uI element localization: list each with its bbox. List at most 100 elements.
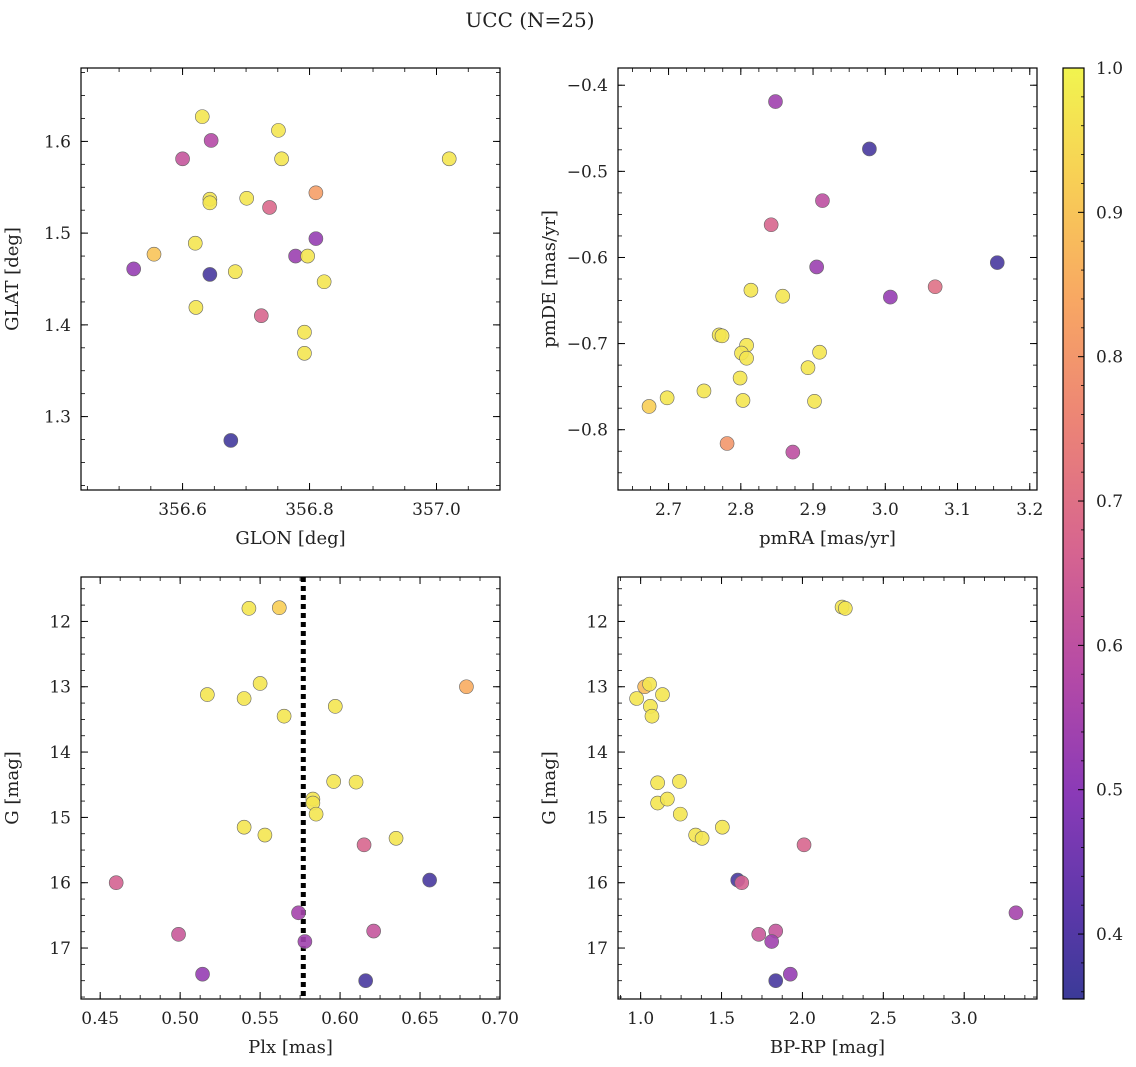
scatter-point [796, 837, 812, 853]
scatter-point [271, 123, 286, 138]
panel-2: 2.7 2.8 2.9 3.0 3.1 3.2 −0.4 −0.5 −0.6 −0.7 −0.8 pm… [539, 67, 1043, 549]
y-axis-label: G [mag] [539, 751, 560, 824]
scatter-point [276, 708, 292, 724]
scatter-point [291, 905, 306, 921]
axes-frame [617, 576, 1038, 1000]
x-tick-label: 3.1 [944, 500, 971, 520]
colorbar-tick-label: 0.5 [1096, 781, 1123, 801]
axes-frame [80, 576, 501, 1000]
scatter-point [696, 383, 712, 399]
x-axis-label: Plx [mas] [248, 1037, 333, 1058]
panel-4: 1.0 1.5 2.0 2.5 3.0 12 13 14 15 16 17 BP-RP [mag] G … [539, 576, 1038, 1058]
scatter-point [146, 246, 162, 262]
scatter-point [782, 966, 798, 982]
scatter-point [274, 151, 289, 167]
scatter-point [223, 433, 239, 448]
scatter-point [660, 791, 675, 807]
y-tick-label: 15 [586, 808, 608, 828]
scatter-point [203, 133, 219, 148]
colorbar-tick-label: 0.8 [1096, 348, 1123, 368]
scatter-point [227, 264, 243, 279]
scatter-point [272, 600, 287, 616]
scatter-point [644, 708, 660, 724]
y-tick-label: 1.3 [44, 408, 71, 428]
scatter-point [388, 831, 404, 846]
colorbar-gradient [1062, 67, 1085, 1000]
scatter-point [366, 923, 381, 939]
x-tick-label: 2.7 [655, 500, 682, 520]
x-axis-label: GLON [deg] [235, 528, 345, 549]
y-tick-label: 1.4 [44, 316, 71, 336]
x-tick-label: 3.0 [872, 500, 899, 520]
scatter-point [672, 806, 688, 822]
scatter-point [629, 691, 644, 706]
x-tick-label: 0.50 [161, 1009, 199, 1029]
scatter-point [735, 393, 751, 408]
x-tick-label: 0.60 [321, 1009, 359, 1029]
scatter-point [200, 687, 215, 702]
scatter-point [187, 235, 203, 251]
y-tick-label: −0.8 [567, 421, 608, 441]
scatter-point [883, 289, 898, 305]
y-tick-label: 14 [586, 743, 608, 763]
scatter-point [202, 267, 218, 282]
scatter-point [441, 151, 457, 167]
scatter-point [989, 255, 1005, 270]
scatter-point [356, 837, 372, 853]
scatter-point [459, 679, 474, 695]
scatter-point [236, 691, 252, 706]
y-tick-label: 13 [49, 678, 71, 698]
scatter-point [236, 819, 252, 835]
scatter-point [739, 350, 754, 366]
panel-1: 356.6 356.8 357.0 1.3 1.4 1.5 1.6 GLON [deg] GLA… [2, 67, 501, 549]
y-tick-label: 1.5 [44, 224, 71, 244]
x-tick-label: 2.5 [870, 1009, 897, 1029]
scatter-point [195, 966, 210, 982]
y-tick-label: 12 [49, 612, 71, 632]
scatter-point [202, 195, 218, 211]
scatter-point [734, 875, 750, 891]
y-axis-label: GLAT [deg] [2, 227, 23, 331]
y-tick-label: 12 [586, 612, 608, 632]
scatter-point [655, 687, 670, 702]
scatter-point [308, 231, 324, 246]
scatter-point [809, 259, 824, 275]
scatter-point [194, 109, 210, 124]
x-tick-label: 1.0 [627, 1009, 654, 1029]
scatter-point [837, 601, 853, 616]
x-tick-label: 0.45 [81, 1009, 119, 1029]
x-tick-label: 2.9 [800, 500, 827, 520]
scatter-point [862, 141, 877, 157]
axes-frame [80, 67, 501, 491]
x-tick-label: 356.8 [285, 500, 334, 520]
y-tick-label: 17 [586, 939, 608, 959]
scatter-point [171, 927, 186, 942]
x-tick-label: 2.8 [727, 500, 754, 520]
scatter-point [422, 872, 437, 888]
y-tick-label: 14 [49, 743, 71, 763]
scatter-point [927, 279, 943, 295]
scatter-point [775, 288, 791, 304]
scatter-point [327, 699, 343, 714]
scatter-point [732, 370, 748, 386]
y-tick-label: −0.5 [567, 162, 608, 182]
y-axis-label: pmDE [mas/yr] [539, 210, 560, 348]
scatter-point [297, 934, 313, 949]
x-tick-label: 3.2 [1016, 500, 1043, 520]
scatter-point [785, 444, 801, 460]
x-tick-label: 1.5 [708, 1009, 735, 1029]
scatter-point [650, 775, 665, 791]
y-tick-label: 13 [586, 678, 608, 698]
scatter-point [262, 200, 277, 215]
y-tick-label: 1.6 [44, 132, 71, 152]
y-tick-label: 16 [49, 874, 71, 894]
scatter-point [763, 217, 779, 233]
colorbar: 0.4 0.5 0.6 0.7 0.8 0.9 1.0 [1062, 59, 1123, 1000]
x-tick-label: 3.0 [951, 1009, 978, 1029]
y-tick-label: 15 [49, 808, 71, 828]
panel-3: 0.45 0.50 0.55 0.60 0.65 0.70 12 13 14 15 16 17 Plx … [2, 576, 519, 1058]
scatter-point [108, 875, 124, 891]
x-tick-label: 2.0 [789, 1009, 816, 1029]
scatter-point [348, 774, 364, 790]
